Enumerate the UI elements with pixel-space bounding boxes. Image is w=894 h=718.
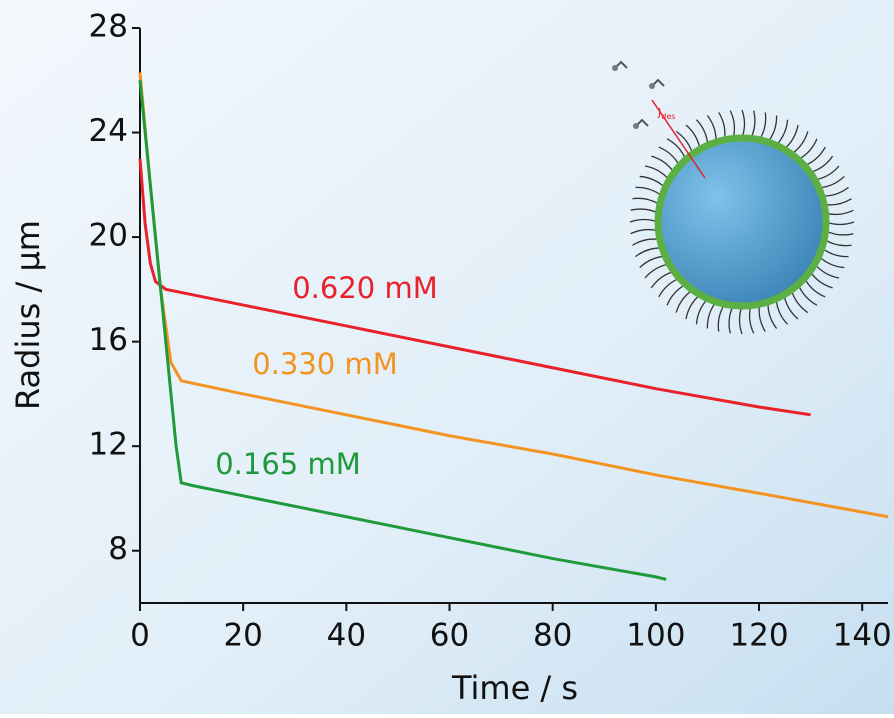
inset-label-main: J: [657, 106, 661, 119]
data-line: [138, 158, 811, 417]
y-tick-label: 8: [108, 531, 128, 567]
series-label: 0.165 mM: [215, 447, 361, 481]
molecule-head: [633, 123, 639, 129]
x-tick-label: 100: [626, 618, 685, 654]
data-line: [138, 80, 667, 581]
y-tick-label: 24: [89, 113, 128, 149]
y-tick-label: 28: [89, 9, 128, 45]
y-tick-label: 20: [89, 218, 128, 254]
inset-label-sub: des: [661, 112, 675, 121]
inset-label: Jdes: [657, 106, 675, 121]
x-tick-label: 20: [223, 618, 262, 654]
x-tick-label: 60: [430, 618, 469, 654]
x-tick-label: 40: [327, 618, 366, 654]
molecule-head: [612, 65, 618, 71]
x-axis-label: Time / s: [451, 669, 578, 707]
y-tick-label: 16: [89, 322, 128, 358]
molecule-head: [649, 83, 655, 89]
droplet-inset: [612, 60, 855, 335]
x-tick-label: 140: [833, 618, 892, 654]
droplet: [654, 134, 830, 310]
desorption-arrow: [651, 99, 706, 179]
x-tick-label: 120: [729, 618, 788, 654]
x-tick-label: 80: [533, 618, 572, 654]
y-tick-label: 12: [89, 427, 128, 463]
series-label: 0.330 mM: [252, 347, 398, 381]
y-axis-label: Radius / µm: [9, 220, 47, 410]
x-tick-label: 0: [130, 618, 150, 654]
series-label: 0.620 mM: [292, 271, 438, 305]
